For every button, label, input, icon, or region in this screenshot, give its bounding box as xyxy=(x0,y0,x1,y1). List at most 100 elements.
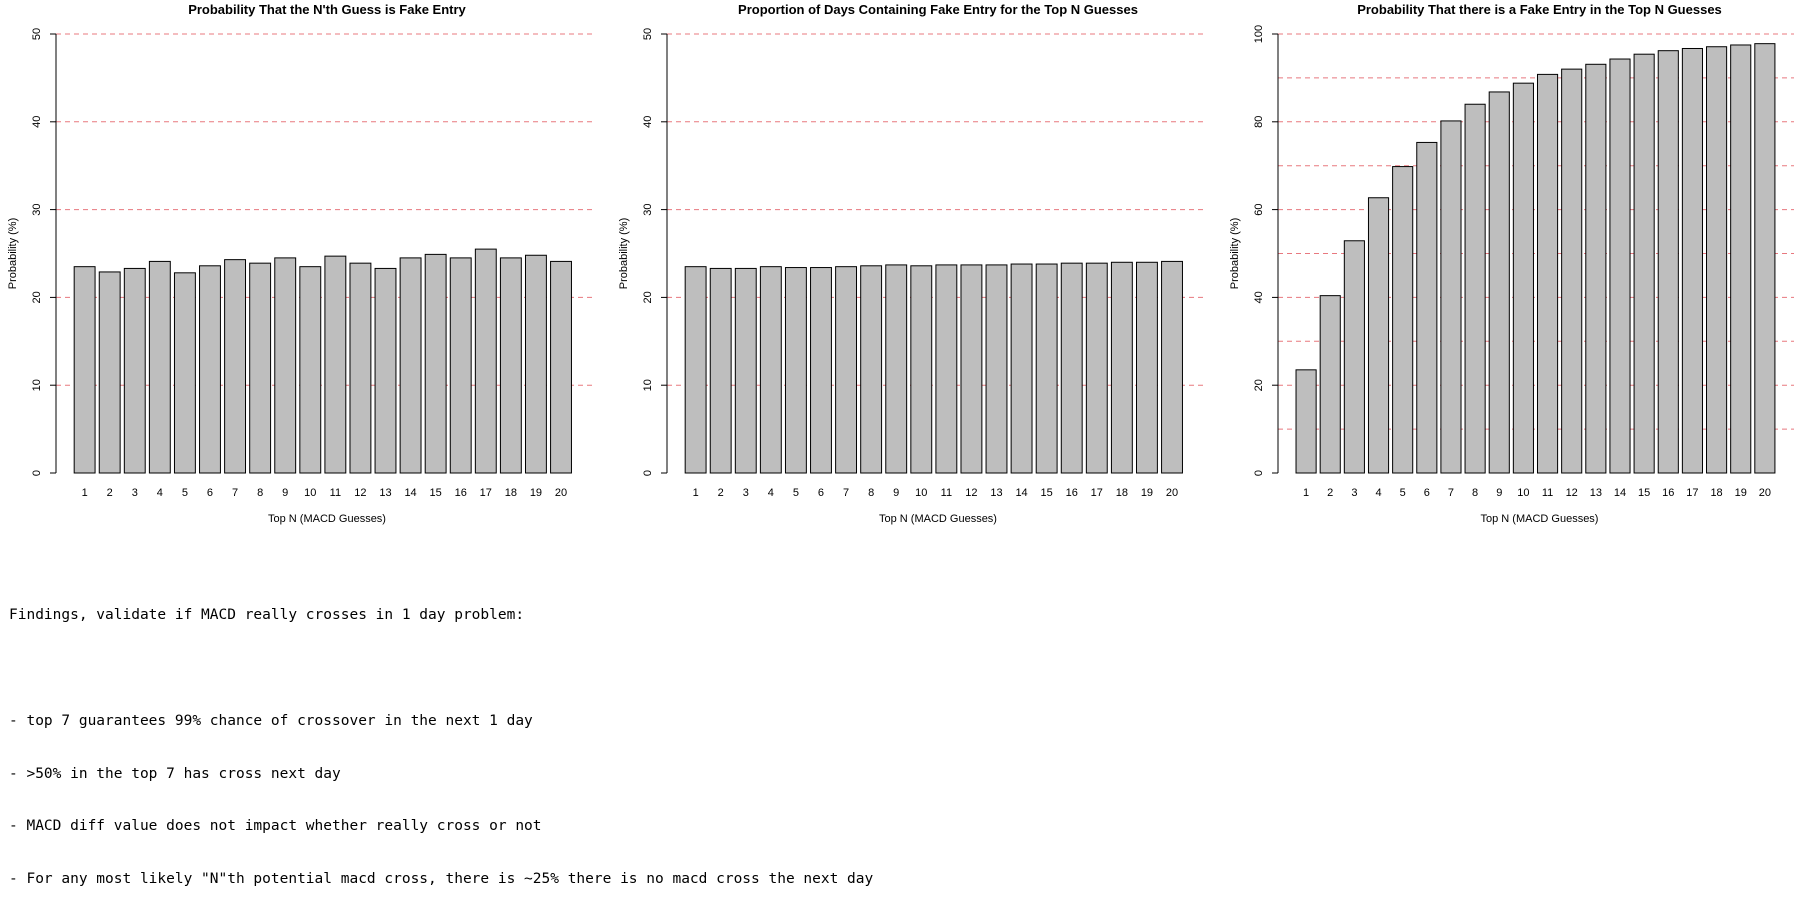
y-tick-label: 20 xyxy=(31,291,43,303)
charts-area: 1 2 3 4 5 6 7 8 9 10 11 12 13 14 15 16 17 18 19 20010203040… xyxy=(7,2,1794,525)
x-tick-label: 15 xyxy=(430,487,442,499)
x-tick-label: 14 xyxy=(404,487,416,499)
bar-2 xyxy=(98,271,121,474)
chart-title: Proportion of Days Containing Fake Entry… xyxy=(738,2,1138,17)
x-tick-label: 7 xyxy=(232,487,238,499)
bar-10 xyxy=(910,265,933,474)
bar-13 xyxy=(1585,63,1607,474)
bar-2 xyxy=(1319,295,1341,474)
y-tick-label: 40 xyxy=(1253,291,1265,303)
bar-17 xyxy=(474,248,497,474)
x-tick-label: 20 xyxy=(1166,487,1178,499)
x-tick-label: 8 xyxy=(1472,487,1478,499)
y-tick-label: 20 xyxy=(1253,379,1265,391)
y-tick-label: 60 xyxy=(1253,203,1265,215)
bar-6 xyxy=(810,267,832,474)
y-tick-label: 30 xyxy=(31,203,43,215)
bar-20 xyxy=(550,260,572,474)
x-tick-label: 2 xyxy=(1327,487,1333,499)
bar-20 xyxy=(1161,260,1183,474)
bar-17 xyxy=(1681,47,1703,474)
bar-4 xyxy=(759,266,782,474)
bar-5 xyxy=(173,272,196,474)
y-axis-label: Probability (%) xyxy=(618,218,630,290)
chart-title: Probability That the N'th Guess is Fake … xyxy=(188,2,466,17)
x-tick-label: 17 xyxy=(480,487,492,499)
bar-14 xyxy=(1010,263,1033,474)
x-tick-label: 18 xyxy=(505,487,517,499)
y-tick-label: 100 xyxy=(1253,25,1265,43)
y-tick-label: 30 xyxy=(642,203,654,215)
x-tick-label: 10 xyxy=(915,487,927,499)
y-tick-label: 0 xyxy=(642,470,654,476)
bar-6 xyxy=(1416,141,1438,474)
y-tick-label: 40 xyxy=(642,116,654,128)
bar-1 xyxy=(1295,369,1317,474)
y-tick-label: 10 xyxy=(31,379,43,391)
y-tick-label: 80 xyxy=(1253,116,1265,128)
x-tick-label: 15 xyxy=(1041,487,1053,499)
x-tick-label: 11 xyxy=(330,487,341,499)
bar-13 xyxy=(374,267,397,474)
x-tick-label: 4 xyxy=(1375,487,1381,499)
x-tick-label: 13 xyxy=(379,487,391,499)
bar-16 xyxy=(1657,50,1679,474)
x-tick-label: 12 xyxy=(354,487,366,499)
x-tick-label: 9 xyxy=(893,487,899,499)
x-tick-label: 1 xyxy=(1303,487,1309,499)
bar-16 xyxy=(1060,262,1083,474)
x-tick-label: 18 xyxy=(1710,487,1722,499)
bar-12 xyxy=(349,262,372,474)
bar-16 xyxy=(449,257,472,474)
bar-9 xyxy=(274,257,297,474)
bar-2 xyxy=(709,267,732,474)
x-tick-label: 5 xyxy=(182,487,188,499)
x-tick-label: 4 xyxy=(157,487,163,499)
bar-5 xyxy=(784,267,807,474)
findings-item: - MACD diff value does not impact whethe… xyxy=(9,818,542,835)
findings-heading: Findings, validate if MACD really crosse… xyxy=(9,607,525,624)
findings-item: - For any most likely "N"th potential ma… xyxy=(9,871,874,888)
x-axis-label: Top N (MACD Guesses) xyxy=(268,513,386,525)
x-tick-label: 14 xyxy=(1614,487,1626,499)
bar-8 xyxy=(249,262,272,474)
x-tick-label: 6 xyxy=(207,487,213,499)
x-tick-label: 10 xyxy=(1517,487,1529,499)
chart-days-containing-fake: 1 2 3 4 5 6 7 8 9 10 11 12 13 14 15 16 17 18 19 20010203040… xyxy=(618,2,1205,525)
bar-8 xyxy=(1464,103,1486,474)
x-tick-label: 19 xyxy=(530,487,542,499)
x-tick-label: 6 xyxy=(818,487,824,499)
bar-14 xyxy=(399,257,422,474)
x-tick-label: 19 xyxy=(1735,487,1747,499)
bar-3 xyxy=(1343,240,1365,474)
bar-12 xyxy=(1561,68,1583,474)
bar-3 xyxy=(734,267,757,474)
bar-10 xyxy=(299,266,322,474)
x-tick-label: 4 xyxy=(768,487,774,499)
findings-spacer xyxy=(9,660,873,678)
bar-3 xyxy=(123,267,146,474)
bar-10 xyxy=(1512,82,1534,474)
chart-title: Probability That there is a Fake Entry i… xyxy=(1357,2,1722,17)
x-tick-label: 17 xyxy=(1091,487,1103,499)
x-tick-label: 3 xyxy=(743,487,749,499)
bar-20 xyxy=(1754,43,1776,474)
x-tick-label: 9 xyxy=(282,487,288,499)
bar-4 xyxy=(1367,197,1390,474)
x-tick-label: 1 xyxy=(82,487,88,499)
chart-fake-in-top-n: 1 2 3 4 5 6 7 8 9 10 11 12 13 14 15 16 17 18 19 20020406080… xyxy=(1229,2,1794,525)
y-tick-label: 0 xyxy=(31,470,43,476)
y-tick-label: 50 xyxy=(31,28,43,40)
x-tick-label: 1 xyxy=(693,487,699,499)
x-tick-label: 7 xyxy=(1448,487,1454,499)
x-tick-label: 9 xyxy=(1496,487,1502,499)
x-tick-label: 7 xyxy=(843,487,849,499)
bar-19 xyxy=(1135,261,1158,474)
x-axis-label: Top N (MACD Guesses) xyxy=(1481,513,1599,525)
x-tick-label: 12 xyxy=(1566,487,1578,499)
bar-14 xyxy=(1609,58,1631,474)
x-tick-label: 3 xyxy=(132,487,138,499)
bar-7 xyxy=(224,259,247,474)
x-tick-label: 11 xyxy=(1542,487,1553,499)
y-tick-label: 10 xyxy=(642,379,654,391)
